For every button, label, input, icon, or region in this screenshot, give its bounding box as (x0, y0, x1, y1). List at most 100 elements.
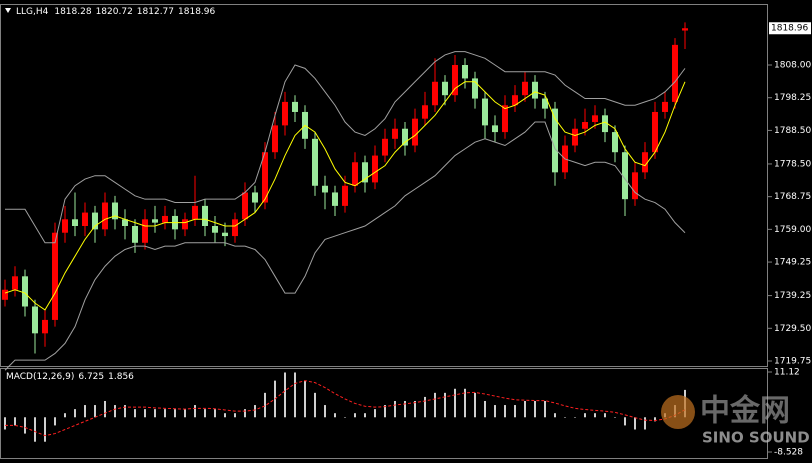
candle-body (482, 98, 488, 126)
watermark: 中金网 SINO SOUND (661, 394, 810, 447)
candle-body (162, 215, 168, 223)
macd-bar (184, 409, 186, 418)
candle-body (292, 101, 298, 112)
macd-bar (624, 417, 626, 426)
price-box (769, 22, 811, 35)
macd-bar (294, 372, 296, 418)
macd-panel (0, 368, 768, 459)
watermark-subtitle: SINO SOUND (702, 429, 810, 447)
ma-line (4, 81, 686, 311)
candle-body (42, 319, 48, 334)
y-tick-label: 1768.75 (774, 192, 811, 202)
candle-body (422, 105, 428, 119)
macd-bar (144, 409, 146, 418)
macd-bar (314, 392, 316, 418)
macd-bar (74, 409, 76, 418)
candle-body (112, 202, 118, 220)
y-tick-label: 1798.25 (774, 93, 811, 103)
macd-bar (154, 409, 156, 418)
macd-bar (174, 409, 176, 418)
low: 1812.77 (137, 7, 174, 17)
y-tick-label: -8.528 (774, 448, 803, 458)
candle-body (152, 219, 158, 223)
macd-bar (504, 405, 506, 418)
macd-bar (334, 413, 336, 418)
macd-bar (124, 405, 126, 418)
macd-bar (654, 417, 656, 422)
candle-body (462, 65, 468, 79)
candle-body (222, 232, 228, 237)
candle-body (382, 138, 388, 156)
candle-body (282, 101, 288, 126)
candle-body (472, 78, 478, 99)
watermark-title: 中金网 (700, 394, 790, 429)
macd-bar (84, 405, 86, 418)
candle-body (212, 226, 218, 233)
macd-value: 6.725 (78, 372, 104, 382)
macd-bar (254, 405, 256, 418)
macd-bar (264, 392, 266, 418)
y-tick-label: 1719.75 (774, 357, 811, 367)
macd-bar (554, 413, 556, 418)
macd-bar (94, 405, 96, 418)
macd-bar (54, 417, 56, 426)
y-tick-label: 11.12 (774, 367, 800, 377)
candle-body (532, 81, 538, 99)
macd-bar (364, 413, 366, 418)
macd-bar (614, 417, 616, 418)
candle-body (312, 138, 318, 186)
y-tick-label: 1778.50 (774, 159, 811, 169)
macd-bar (574, 417, 576, 418)
macd-bar (114, 405, 116, 418)
y-tick-label: 1788.50 (774, 126, 811, 136)
macd-bar (494, 405, 496, 418)
candle-body (572, 128, 578, 146)
candle-body (122, 219, 128, 227)
candle-body (622, 152, 628, 200)
candle-body (192, 205, 198, 220)
candle-body (72, 219, 78, 227)
candle-body (32, 306, 38, 334)
high: 1820.72 (96, 7, 133, 17)
macd-bar (224, 413, 226, 418)
candle-body (322, 185, 328, 193)
candle-body (392, 128, 398, 139)
y-tick-label: 1749.25 (774, 258, 811, 268)
macd-bar (194, 405, 196, 418)
macd-bar (304, 380, 306, 418)
macd-bar (164, 409, 166, 418)
y-tick-label: 1729.50 (774, 324, 811, 334)
candle-body (92, 212, 98, 230)
candle-body (82, 212, 88, 227)
candle-body (582, 122, 588, 129)
macd-bar (644, 417, 646, 430)
macd-bar (214, 409, 216, 418)
symbol: LLG,H4 (16, 7, 49, 17)
candle-body (492, 125, 498, 133)
lower-line (4, 121, 686, 371)
macd-bar (234, 413, 236, 418)
candle-body (362, 162, 368, 183)
macd-bar (44, 417, 46, 442)
candle-body (52, 232, 58, 320)
macd-bar (514, 405, 516, 418)
candle-body (182, 219, 188, 230)
macd-bar (134, 409, 136, 418)
candle-body (632, 172, 638, 200)
macd-bar (64, 413, 66, 418)
candle-body (132, 226, 138, 243)
candle-body (402, 128, 408, 146)
macd-bar (534, 400, 536, 418)
macd-bar (634, 417, 636, 430)
macd-bar (404, 400, 406, 418)
y-tick-label: 1759.00 (774, 225, 811, 235)
candle-body (242, 192, 248, 220)
candle-body (232, 219, 238, 237)
candle-body (252, 192, 258, 203)
current-price: 1818.96 (771, 24, 808, 34)
y-tick-label: 1739.25 (774, 291, 811, 301)
macd-bar (354, 413, 356, 418)
candle-body (672, 44, 678, 102)
candle-body (12, 276, 18, 290)
